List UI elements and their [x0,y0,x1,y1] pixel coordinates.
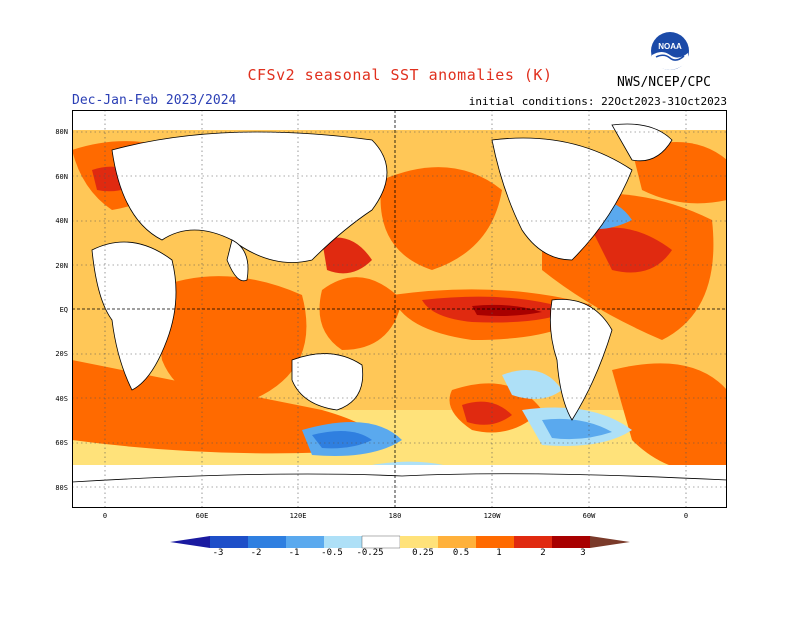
land-eurasia [111,131,388,263]
lat-label-20s: 20S [55,350,68,358]
svg-text:NOAA: NOAA [658,42,682,51]
colorbar [170,535,630,549]
land-africa [91,241,177,391]
colorbar-swatch [210,536,248,548]
land-australia [291,353,364,411]
colorbar-label: -2 [250,548,262,558]
colorbar-swatch [476,536,514,548]
colorbar-swatch [400,536,438,548]
lat-label-20n: 20N [55,262,68,270]
colorbar-swatch [324,536,362,548]
colorbar-label: 2 [540,548,546,558]
map-frame [72,110,727,508]
colorbar-label: 0.25 [412,548,434,558]
lon-label-120w: 120W [483,512,501,520]
lat-label-40n: 40N [55,217,68,225]
lon-label-0-east: 0 [683,512,689,520]
agency-label: NWS/NCEP/CPC [617,75,711,90]
lon-label-60w: 60W [582,512,596,520]
colorbar-label: 0.5 [452,548,470,558]
land-north-america [491,137,633,261]
lat-label-80n: 80N [55,128,68,136]
colorbar-label: -0.25 [356,548,384,558]
land-south-america [549,298,613,421]
lat-label-40s: 40S [55,395,68,403]
colorbar-swatch [248,536,286,548]
colorbar-label: -0.5 [321,548,343,558]
forecast-period: Dec-Jan-Feb 2023/2024 [72,93,237,108]
land-antarctica [72,473,727,508]
colorbar-arrow-low [170,536,210,548]
colorbar-label: 1 [496,548,502,558]
lat-label-80s: 80S [55,484,68,492]
colorbar-label: 3 [580,548,586,558]
lon-label-0: 0 [102,512,108,520]
equator-dateline [72,110,727,508]
colorbar-label: -3 [212,548,224,558]
lat-label-eq: EQ [59,306,68,314]
land-india [226,239,249,282]
sst-anomaly-map [72,110,727,508]
lat-label-60s: 60S [55,439,68,447]
land-masses [72,123,727,508]
colorbar-label: -1 [288,548,300,558]
lon-label-120e: 120E [289,512,307,520]
initial-conditions: initial conditions: 22Oct2023-31Oct2023 [468,95,727,108]
colorbar-swatch [552,536,590,548]
colorbar-swatch [514,536,552,548]
colorbar-swatch [438,536,476,548]
colorbar-swatch [286,536,324,548]
noaa-logo: NOAA [650,31,690,71]
chart-title: CFSv2 seasonal SST anomalies (K) [247,66,553,84]
lon-label-180: 180 [388,512,402,520]
colorbar-arrow-high [590,536,630,548]
land-greenland [611,123,673,162]
lat-label-60n: 60N [55,173,68,181]
lon-label-60e: 60E [195,512,209,520]
colorbar-swatch [361,535,401,549]
